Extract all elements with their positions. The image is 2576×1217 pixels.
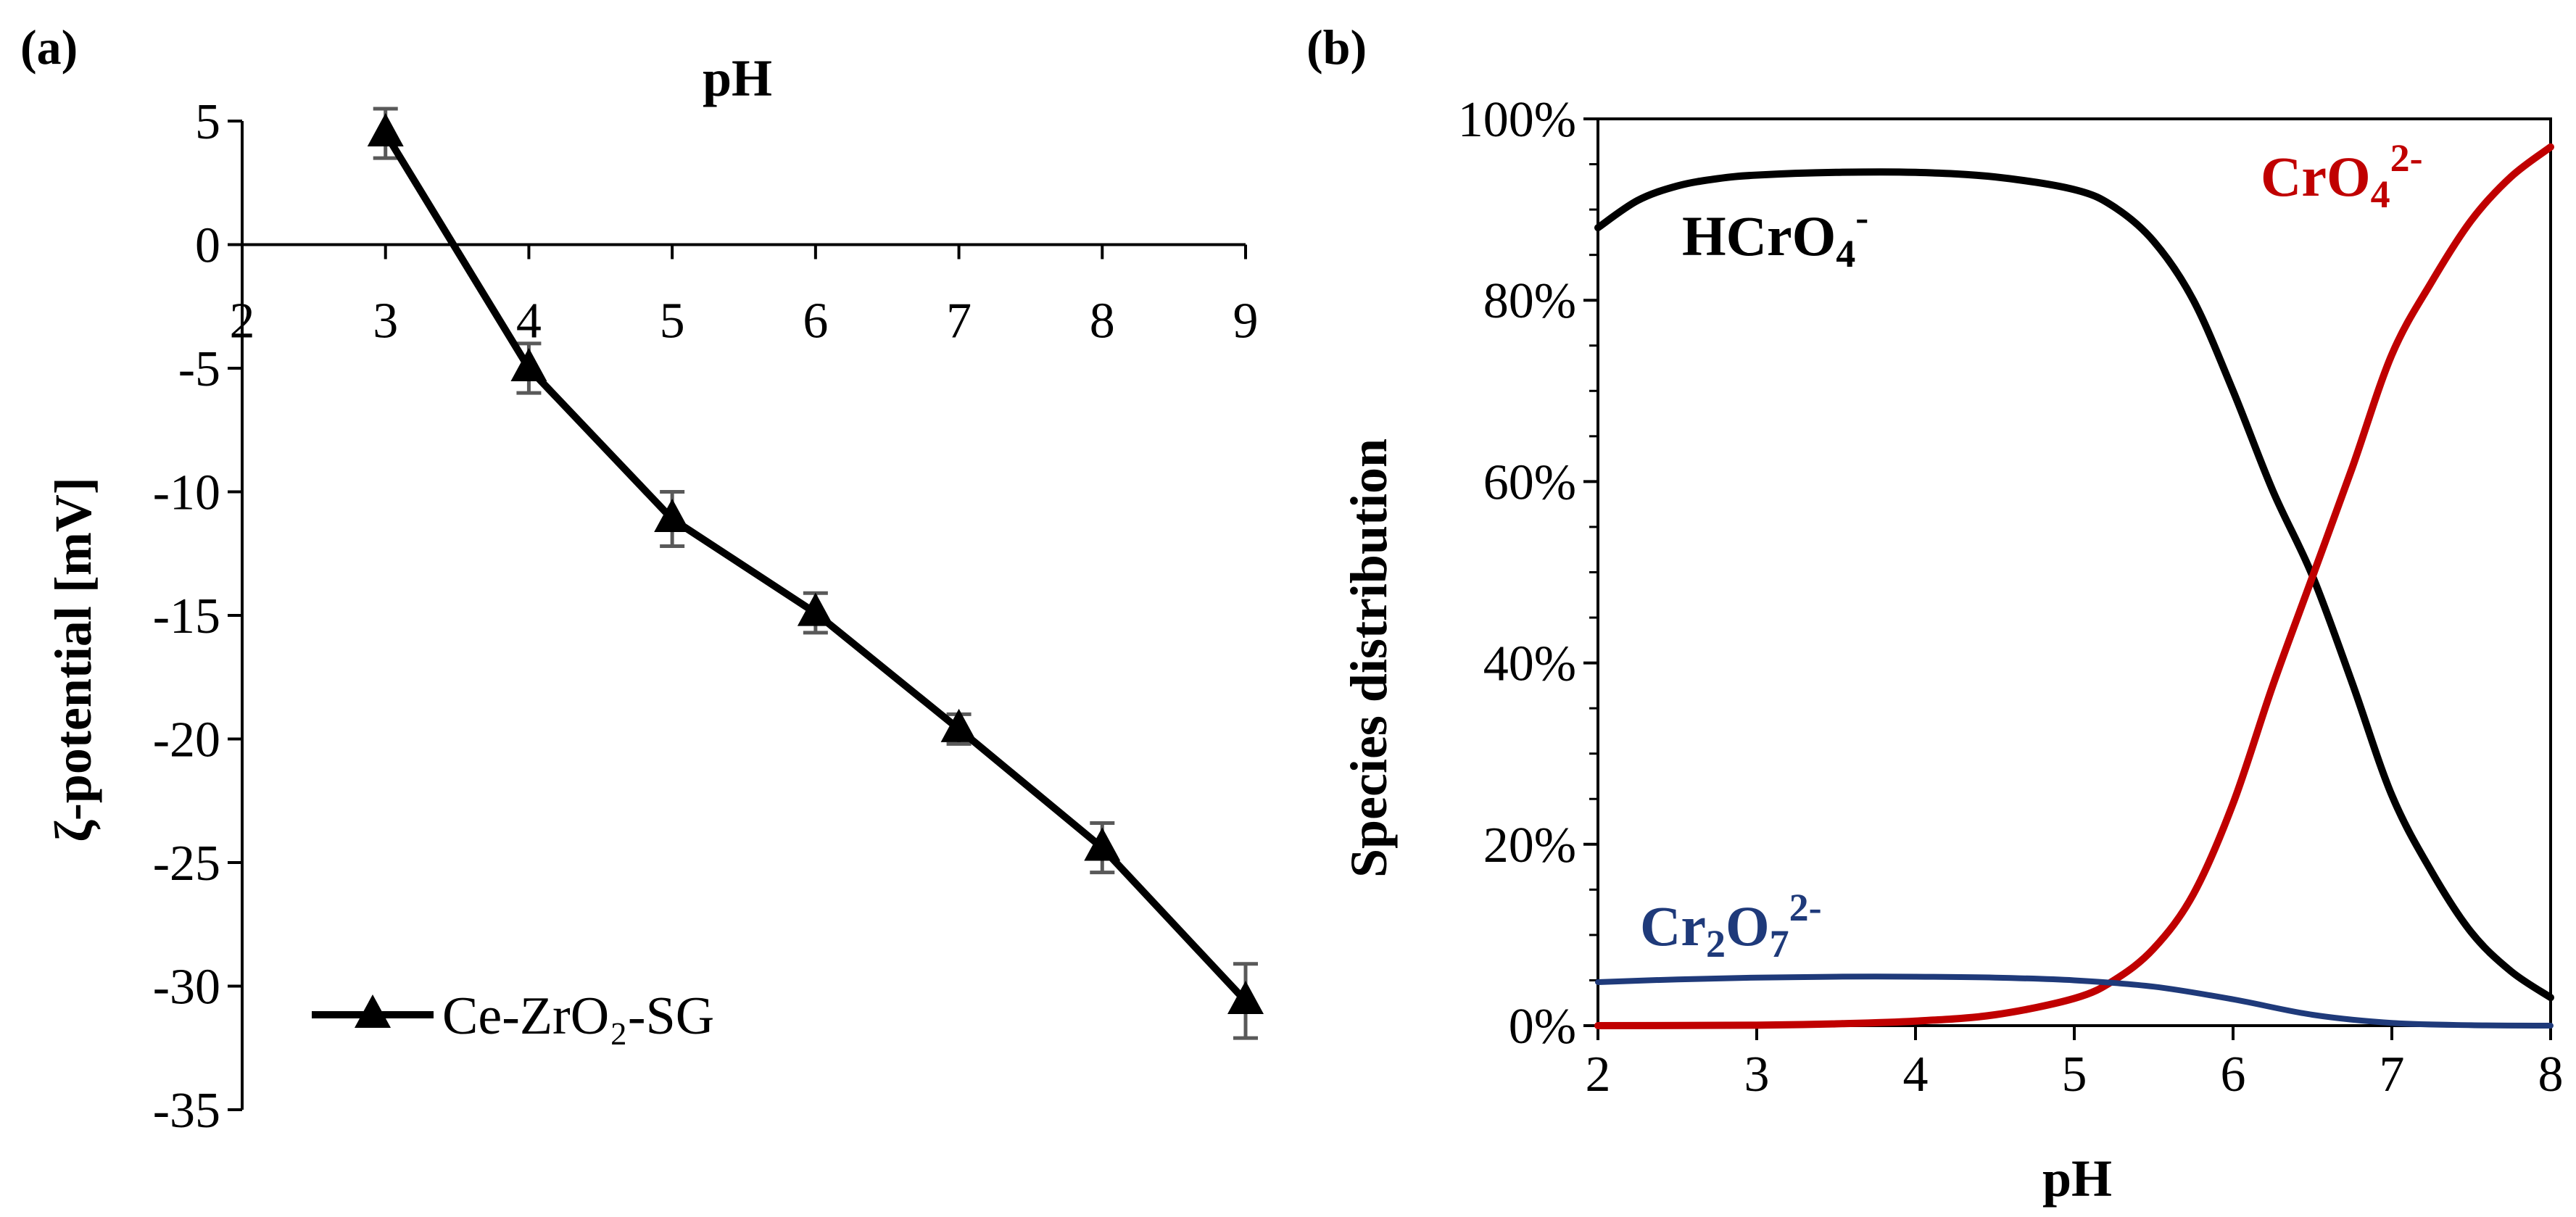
panel-a-y-tick-label: -35 (153, 1083, 220, 1139)
panel-a-x-tick-label: 7 (946, 294, 972, 349)
data-point-triangle (510, 348, 547, 381)
panel-a-x-tick-label: 8 (1090, 294, 1115, 349)
panel-a-label: (a) (20, 20, 78, 75)
panel-b-y-tick-label: 60% (1483, 454, 1576, 510)
data-point-triangle (940, 708, 977, 742)
panel-a-y-tick-label: -10 (153, 465, 220, 521)
panel-b-y-tick-label: 0% (1509, 999, 1576, 1055)
panel-a-x-axis-title: pH (703, 49, 772, 107)
panel-b-x-tick-label: 7 (2380, 1047, 2405, 1102)
data-point-triangle (367, 113, 404, 147)
panel-a-axes (228, 120, 1247, 1111)
panel-a-x-tick-label: 5 (660, 294, 685, 349)
panel-a-y-tick-label: -15 (153, 589, 220, 644)
panel-b-y-tick-label: 100% (1458, 92, 1576, 148)
panel-b-y-tick-label: 40% (1483, 636, 1576, 692)
panel-a-y-tick-label: -5 (178, 341, 220, 397)
panel-b-y-axis-title: Species distribution (1340, 439, 1398, 878)
panel-a-tick-labels: 5 0 -5 -10 -15 -20 -25 -30 -35 2 3 4 5 6 7 8 9 (153, 94, 1259, 1139)
panel-a-y-axis-title: ζ-potential [mV] (44, 477, 102, 842)
panel-b-label: (b) (1306, 20, 1367, 75)
data-point-triangle (654, 499, 691, 533)
data-point-triangle (1227, 980, 1264, 1014)
panel-b-tick-labels: 0% 20% 40% 60% 80% 100% 2 3 4 5 6 7 8 (1458, 92, 2564, 1102)
panel-a-x-tick-label: 9 (1233, 294, 1259, 349)
series-line-cr2o7 (1595, 973, 2554, 1029)
panel-b-y-tick-label: 20% (1483, 818, 1576, 873)
legend-triangle-marker-icon (355, 994, 391, 1028)
label-hcro4: HCrO4- (1682, 196, 1868, 275)
panel-a-y-tick-label: -30 (153, 960, 220, 1015)
panel-b-y-tick-label: 80% (1483, 273, 1576, 329)
label-cro4: CrO42- (2261, 136, 2423, 216)
panel-b-axes (1583, 117, 2552, 1040)
panel-a-y-tick-label: 5 (195, 94, 220, 150)
panel-a-x-tick-label: 4 (516, 294, 542, 349)
panel-b-x-tick-label: 2 (1586, 1047, 1611, 1102)
panel-b-x-tick-label: 8 (2538, 1047, 2564, 1102)
panel-a-x-tick-label: 3 (373, 294, 398, 349)
series-line-cro4 (1594, 143, 2554, 1029)
panel-a: (a) pH ζ-potential [mV] 5 0 -5 -10 -15 -20 -25… (20, 20, 1264, 1139)
panel-b-x-tick-label: 6 (2221, 1047, 2246, 1102)
panel-b-x-tick-label: 5 (2062, 1047, 2087, 1102)
panel-a-series (367, 107, 1264, 1040)
panel-b-series (1594, 143, 2554, 1029)
panel-a-y-tick-label: 0 (195, 218, 220, 274)
panel-b-x-tick-label: 4 (1903, 1047, 1929, 1102)
label-cr2o7: Cr2O72- (1640, 886, 1822, 965)
panel-b: (b) pH Species distribution 0% 20% 40% 60% 8… (1306, 20, 2564, 1208)
data-point-triangle (797, 592, 834, 626)
panel-a-x-tick-label: 2 (230, 294, 255, 349)
panel-a-x-tick-label: 6 (803, 294, 828, 349)
panel-b-x-axis-title: pH (2042, 1150, 2112, 1208)
panel-b-x-tick-label: 3 (1744, 1047, 1770, 1102)
panel-a-y-tick-label: -25 (153, 836, 220, 892)
data-point-triangle (1084, 827, 1121, 861)
series-line-hcro4 (1594, 168, 2554, 1002)
series-line-ce-zro2-sg (382, 131, 1248, 1004)
legend-entry-ce-zro2-sg: Ce-ZrO₂-SG (442, 987, 714, 1046)
panel-a-legend: Ce-ZrO₂-SG (312, 987, 714, 1046)
panel-a-y-tick-label: -20 (153, 713, 220, 768)
